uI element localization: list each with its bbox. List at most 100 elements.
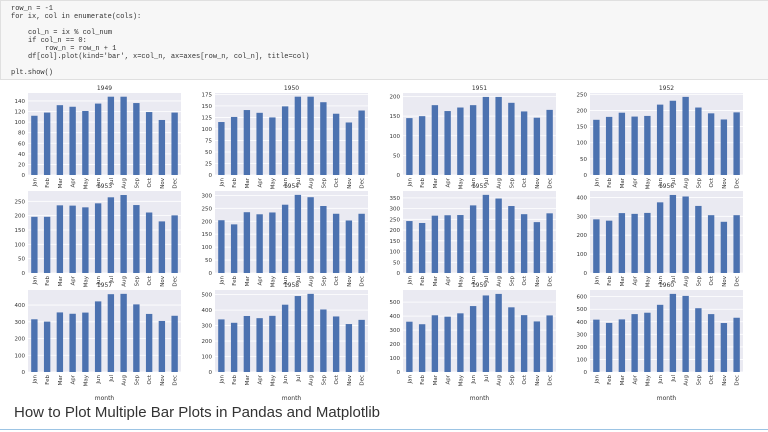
- x-tick-label: Nov: [722, 275, 728, 286]
- x-tick-label: Jun: [96, 177, 102, 187]
- bar: [669, 100, 677, 175]
- bar: [120, 293, 127, 372]
- x-tick-label: Nov: [347, 275, 353, 286]
- x-tick-label: Aug: [684, 178, 690, 189]
- x-tick-label: Feb: [45, 276, 51, 286]
- bar: [243, 212, 251, 273]
- bar: [281, 304, 289, 372]
- y-tick-label: 100: [15, 242, 26, 248]
- bar: [171, 112, 178, 175]
- y-tick-label: 200: [577, 108, 588, 114]
- bar: [43, 112, 51, 175]
- x-tick-label: Nov: [347, 374, 353, 385]
- bar: [533, 117, 541, 175]
- bar: [31, 319, 38, 372]
- x-tick-label: Oct: [522, 177, 528, 187]
- bar: [307, 197, 314, 273]
- x-tick-label: Sep: [509, 178, 515, 189]
- x-tick-label: Jul: [109, 178, 115, 186]
- bar: [345, 220, 353, 273]
- bar: [656, 304, 664, 372]
- bar: [593, 219, 600, 273]
- y-tick-label: 100: [202, 127, 213, 133]
- x-tick-label: Jun: [658, 275, 664, 285]
- x-tick-label: Oct: [147, 275, 153, 285]
- x-tick-label: Mar: [58, 177, 64, 188]
- x-tick-label: Feb: [45, 178, 51, 188]
- y-tick-label: 125: [202, 115, 213, 121]
- x-tick-label: Jan: [219, 275, 225, 285]
- y-tick-label: 150: [15, 228, 26, 234]
- bar: [644, 212, 651, 273]
- y-tick-label: 0: [22, 271, 26, 277]
- x-tick-label: May: [645, 275, 651, 287]
- x-tick-label: Oct: [334, 275, 340, 285]
- y-tick-label: 400: [577, 195, 588, 201]
- y-tick-label: 200: [577, 233, 588, 239]
- x-tick-label: Aug: [497, 178, 503, 189]
- bar: [145, 212, 153, 273]
- y-tick-label: 150: [390, 114, 401, 120]
- bar: [320, 206, 327, 273]
- x-tick-label: May: [270, 177, 276, 189]
- bar: [94, 301, 102, 372]
- y-tick-label: 400: [202, 308, 213, 314]
- x-tick-label: Feb: [420, 178, 426, 188]
- bar: [31, 115, 38, 175]
- plot-area: [590, 290, 743, 372]
- x-tick-label: Jul: [109, 276, 115, 284]
- code-line: df[col].plot(kind='bar', x=col_n, ax=axe…: [28, 53, 310, 61]
- x-tick-label: Mar: [245, 374, 251, 385]
- bar: [631, 116, 638, 175]
- x-tick-label: Sep: [134, 276, 140, 287]
- x-tick-label: Mar: [433, 374, 439, 385]
- bar: [94, 203, 102, 273]
- x-tick-label: Aug: [309, 375, 315, 386]
- y-tick-label: 0: [397, 271, 401, 277]
- bar: [230, 116, 238, 175]
- x-tick-label: May: [270, 374, 276, 386]
- y-tick-label: 250: [390, 217, 401, 223]
- x-tick-label: Apr: [446, 275, 452, 285]
- bar: [320, 102, 327, 175]
- bar: [269, 212, 276, 273]
- x-tick-label: Mar: [433, 275, 439, 286]
- bar: [320, 309, 327, 372]
- bar: [669, 194, 677, 273]
- bar: [145, 313, 153, 372]
- y-tick-label: 60: [18, 141, 25, 147]
- x-tick-label: Dec: [548, 178, 554, 189]
- x-tick-label: Apr: [446, 177, 452, 187]
- bar: [533, 222, 541, 273]
- x-tick-label: Jul: [296, 276, 302, 284]
- bar: [107, 96, 115, 175]
- x-tick-label: Apr: [71, 374, 77, 384]
- y-tick-label: 40: [18, 152, 25, 158]
- x-tick-label: Nov: [722, 374, 728, 385]
- x-tick-label: Nov: [722, 177, 728, 188]
- bar: [593, 319, 600, 372]
- x-tick-label: Feb: [420, 276, 426, 286]
- bar: [218, 220, 225, 273]
- x-tick-label: Jan: [594, 275, 600, 285]
- x-tick-label: Feb: [607, 178, 613, 188]
- bar: [508, 307, 515, 372]
- bar: [669, 293, 677, 372]
- x-tick-label: Aug: [122, 375, 128, 386]
- y-tick-label: 100: [202, 355, 213, 361]
- chart-title: 1956: [659, 183, 674, 190]
- x-tick-label: Dec: [360, 276, 366, 287]
- x-tick-label: Nov: [160, 374, 166, 385]
- bar: [358, 110, 365, 175]
- x-tick-label: May: [458, 374, 464, 386]
- x-tick-label: Jan: [219, 374, 225, 384]
- x-axis-label: month: [470, 395, 490, 400]
- x-tick-label: Mar: [433, 177, 439, 188]
- bar: [469, 105, 477, 175]
- x-tick-label: Oct: [709, 374, 715, 384]
- bar: [269, 117, 276, 175]
- x-tick-label: Jun: [471, 374, 477, 384]
- bar: [618, 213, 626, 273]
- y-tick-label: 300: [577, 214, 588, 220]
- bar: [307, 96, 314, 175]
